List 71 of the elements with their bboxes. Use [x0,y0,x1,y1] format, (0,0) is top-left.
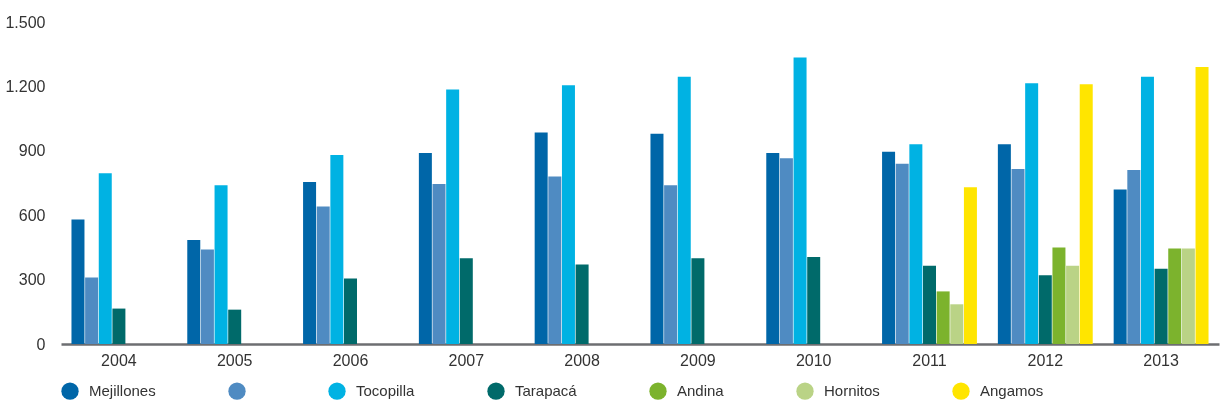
bar [1025,83,1039,344]
x-tick-label: 2011 [912,351,947,369]
x-tick-label: 2004 [101,351,137,369]
bar [1011,169,1025,344]
bar [793,57,807,344]
bar [664,185,678,344]
bar [1154,268,1168,344]
y-tick-label: 900 [18,142,46,160]
bar [344,278,357,344]
y-tick-label: 0 [36,335,46,353]
bar [228,309,242,344]
bar [963,187,977,344]
bar [303,181,317,344]
bar [432,184,446,344]
bar [1168,248,1182,344]
bar [446,89,460,344]
x-tick-label: 2013 [1143,351,1179,369]
bar [1113,189,1127,344]
bar [766,152,780,344]
bar [1052,247,1066,344]
bar [650,133,664,344]
bar [1079,84,1093,344]
bar [1140,76,1154,344]
bar [923,265,936,344]
bar [909,144,923,344]
bar [882,151,896,344]
bar [1038,275,1052,344]
bar [187,239,201,344]
bar [71,219,85,344]
bar [1195,67,1209,344]
y-tick-label: 1.200 [5,77,46,95]
bar [1066,265,1080,344]
bar [112,308,126,344]
legend-label: Hornitos [824,382,880,400]
bar [997,144,1011,344]
legend-label: Angamos [980,382,1044,400]
bar [330,155,344,344]
y-tick-label: 1.500 [5,13,46,31]
legend-label: Tarapacá [515,382,578,400]
bar [950,304,964,344]
bar [534,132,548,344]
x-tick-label: 2009 [680,351,716,369]
bar [214,185,228,344]
bar [459,258,473,344]
bar [548,176,562,344]
legend-label: Mejillones [89,382,156,400]
bar [807,257,821,344]
bar [1181,248,1195,344]
bar [677,76,691,344]
y-tick-label: 600 [18,206,46,224]
bar [418,152,432,344]
bar [1127,170,1141,344]
bar [779,158,793,344]
x-tick-label: 2007 [448,351,485,369]
x-tick-label: 2005 [216,351,253,369]
bar [895,163,909,344]
legend-label: Tocopilla [356,382,416,400]
legend-label: Andina [677,382,725,400]
x-tick-label: 2010 [795,351,832,369]
bar [575,264,589,344]
bar [85,277,99,344]
x-tick-label: 2008 [564,351,600,369]
bar [98,173,112,344]
y-tick-label: 300 [18,271,46,289]
bar [691,258,705,344]
bar [561,85,575,344]
bar [200,249,214,344]
x-tick-label: 2012 [1027,351,1064,369]
x-tick-label: 2006 [332,351,369,369]
bar [316,206,330,344]
bar [936,291,950,344]
